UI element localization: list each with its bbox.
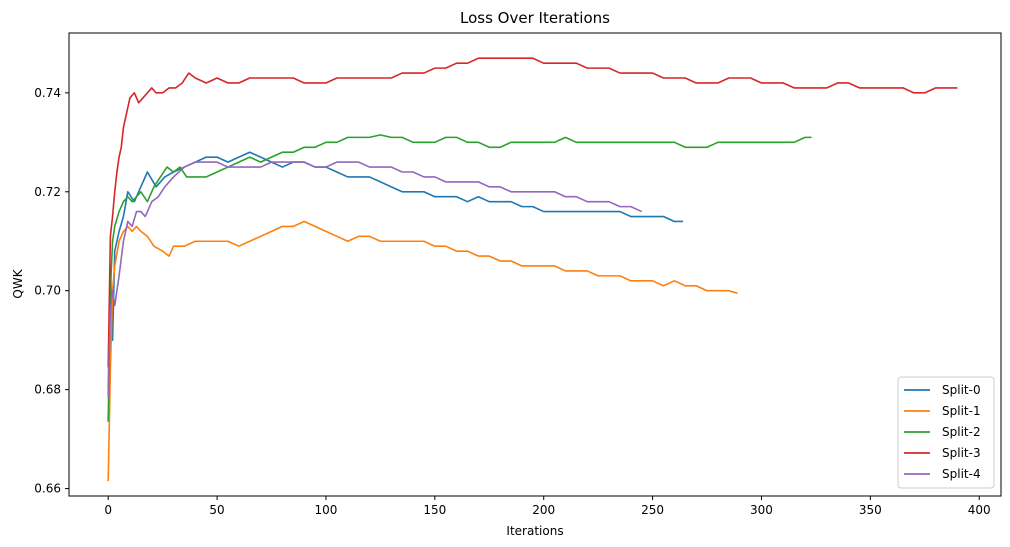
x-tick-label: 100 xyxy=(315,503,338,517)
x-tick-label: 200 xyxy=(532,503,555,517)
x-axis-title: Iterations xyxy=(506,524,563,538)
y-tick-label: 0.72 xyxy=(34,185,61,199)
y-tick-label: 0.68 xyxy=(34,383,61,397)
x-tick-label: 400 xyxy=(968,503,991,517)
y-axis-title: QWK xyxy=(11,268,25,298)
x-tick-label: 350 xyxy=(859,503,882,517)
x-tick-label: 250 xyxy=(641,503,664,517)
series-line-split-2 xyxy=(107,134,812,422)
series-line-split-1 xyxy=(107,220,738,482)
x-tick-label: 150 xyxy=(423,503,446,517)
legend-box xyxy=(897,376,995,489)
y-tick-label: 0.70 xyxy=(34,284,61,298)
plot-area-frame xyxy=(68,32,1002,497)
x-tick-label: 50 xyxy=(209,503,224,517)
y-axis-ticks: 0.66 0.68 0.70 0.72 0.74 xyxy=(34,86,69,496)
x-axis-ticks: 0 50 100 150 200 250 300 350 400 xyxy=(104,496,991,517)
legend-label: Split-0 xyxy=(942,383,981,397)
legend-label: Split-4 xyxy=(942,467,981,481)
y-tick-label: 0.66 xyxy=(34,482,61,496)
series-layer xyxy=(107,57,958,482)
series-line-split-3 xyxy=(107,57,958,368)
x-tick-label: 0 xyxy=(104,503,112,517)
legend-label: Split-3 xyxy=(942,446,981,460)
legend-label: Split-2 xyxy=(942,425,981,439)
legend-label: Split-1 xyxy=(942,404,981,418)
x-tick-label: 300 xyxy=(750,503,773,517)
series-line-split-4 xyxy=(107,161,643,398)
y-tick-label: 0.74 xyxy=(34,86,61,100)
chart-title: Loss Over Iterations xyxy=(460,9,610,27)
legend: Split-0 Split-1 Split-2 Split-3 Split-4 xyxy=(897,376,995,489)
